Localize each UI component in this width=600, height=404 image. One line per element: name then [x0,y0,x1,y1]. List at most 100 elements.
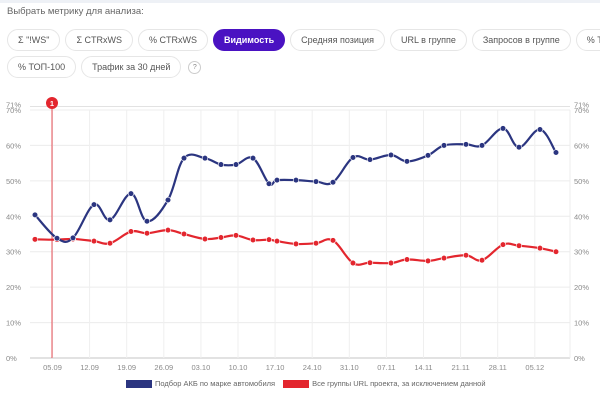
y-tick-label: 30% [574,248,589,257]
data-point[interactable] [424,257,432,265]
metric-chip-sum-ws[interactable]: Σ "!WS" [7,29,61,51]
data-point[interactable] [552,149,560,156]
event-marker[interactable]: 1 [46,97,58,358]
y-tick-label: 70% [6,106,21,115]
data-point[interactable] [387,259,395,267]
data-point[interactable] [249,155,257,162]
x-axis: 05.09 12.09 19.09 26.09 03.10 10.10 17.10 24.10… [43,363,544,372]
data-point[interactable] [366,259,374,266]
y-tick-label: 30% [6,248,21,257]
data-point[interactable] [69,234,77,241]
data-point[interactable] [106,216,114,223]
metric-row-1: Σ "!WS" Σ CTRxWS % CTRxWS Видимость Сред… [7,29,600,51]
data-point[interactable] [366,156,374,163]
data-point[interactable] [403,158,411,165]
data-point[interactable] [273,177,281,184]
metric-chip-sum-ctrxws[interactable]: Σ CTRxWS [65,29,134,51]
data-point[interactable] [478,257,486,264]
data-point[interactable] [403,256,411,263]
top-divider [0,0,600,3]
data-point[interactable] [329,179,337,186]
x-tick-label: 19.09 [117,363,136,372]
y-tick-label: 50% [6,177,21,186]
x-tick-label: 05.09 [43,363,62,372]
metric-chip-top100[interactable]: % ТОП-100 [7,56,77,78]
data-point[interactable] [440,142,448,149]
data-point[interactable] [201,235,209,243]
data-point[interactable] [31,211,39,218]
data-point[interactable] [265,180,273,187]
data-point[interactable] [31,236,39,243]
data-point[interactable] [329,237,337,244]
data-point[interactable] [440,254,448,262]
legend-item-series-2[interactable]: Все группы URL проекта, за исключением д… [283,379,486,388]
data-point[interactable] [349,154,357,161]
data-point[interactable] [217,161,225,168]
data-point[interactable] [232,232,240,239]
legend-swatch-series-1 [126,379,152,388]
data-point[interactable] [217,234,225,241]
svg-text:71%: 71% [6,100,21,109]
metric-chip-url-in-group[interactable]: URL в группе [389,29,467,51]
svg-text:1: 1 [50,99,54,108]
data-point[interactable] [312,178,320,185]
data-point[interactable] [164,227,172,234]
metric-selector: Σ "!WS" Σ CTRxWS % CTRxWS Видимость Сред… [7,29,600,83]
y-tick-label: 40% [574,212,589,221]
data-point[interactable] [180,230,188,238]
data-point[interactable] [127,228,135,235]
y-tick-label: 0% [574,354,585,363]
data-point[interactable] [462,252,470,259]
data-point[interactable] [292,240,300,248]
data-point[interactable] [515,144,523,151]
data-point[interactable] [499,125,507,132]
data-point[interactable] [552,248,560,255]
data-point[interactable] [53,235,61,242]
data-point[interactable] [90,237,98,245]
legend-label-series-2: Все группы URL проекта, за исключением д… [312,379,486,388]
data-point[interactable] [536,126,544,133]
data-point[interactable] [106,240,114,247]
data-point[interactable] [387,151,395,159]
data-point[interactable] [232,161,240,168]
metric-prompt-label: Выбрать метрику для анализа: [7,6,144,17]
metric-chip-traffic-30-days[interactable]: Трафик за 30 дней [81,56,182,78]
data-point[interactable] [312,240,320,247]
data-point[interactable] [478,142,486,149]
data-point[interactable] [164,196,172,204]
help-icon[interactable]: ? [188,60,202,74]
data-point[interactable] [515,242,523,249]
data-point[interactable] [201,155,209,162]
metric-chip-pct-ctrxws[interactable]: % CTRxWS [138,29,209,51]
y-tick-label: 0% [6,354,17,363]
metric-chip-avg-position[interactable]: Средняя позиция [290,29,385,51]
data-point[interactable] [265,236,273,243]
y-axis-left: 0% 10% 20% 30% 40% 50% 60% 70%71% [6,100,21,363]
series-line-podbor-akb [31,125,560,243]
metric-chip-visibility[interactable]: Видимость [213,29,286,51]
data-point[interactable] [349,259,357,267]
data-point[interactable] [180,155,188,162]
data-point[interactable] [90,201,98,208]
x-tick-label: 26.09 [154,363,173,372]
data-point[interactable] [536,245,544,252]
data-point[interactable] [143,218,151,225]
y-tick-label: 60% [6,141,21,150]
metric-chip-top10[interactable]: % ТОП-10 [575,29,600,51]
marker-badge-icon[interactable] [46,97,58,109]
data-point[interactable] [462,141,470,148]
metric-chip-queries-in-group[interactable]: Запросов в группе [471,29,571,51]
data-point[interactable] [424,152,432,159]
data-point[interactable] [127,190,135,197]
y-tick-label: 20% [6,283,21,292]
data-point[interactable] [292,177,300,184]
x-tick-label: 28.11 [489,363,507,372]
data-point[interactable] [499,241,507,248]
data-point[interactable] [249,236,257,244]
visibility-line-chart: 0%10%20%30%40%50%60%70%71% 0%10%20%30%40… [6,97,589,372]
data-point[interactable] [273,237,281,245]
data-point[interactable] [143,230,151,237]
y-tick-label: 20% [574,283,589,292]
y-tick-label: 70% [574,106,589,115]
legend-item-series-1[interactable]: Подбор АКБ по марке автомобиля [126,379,275,388]
